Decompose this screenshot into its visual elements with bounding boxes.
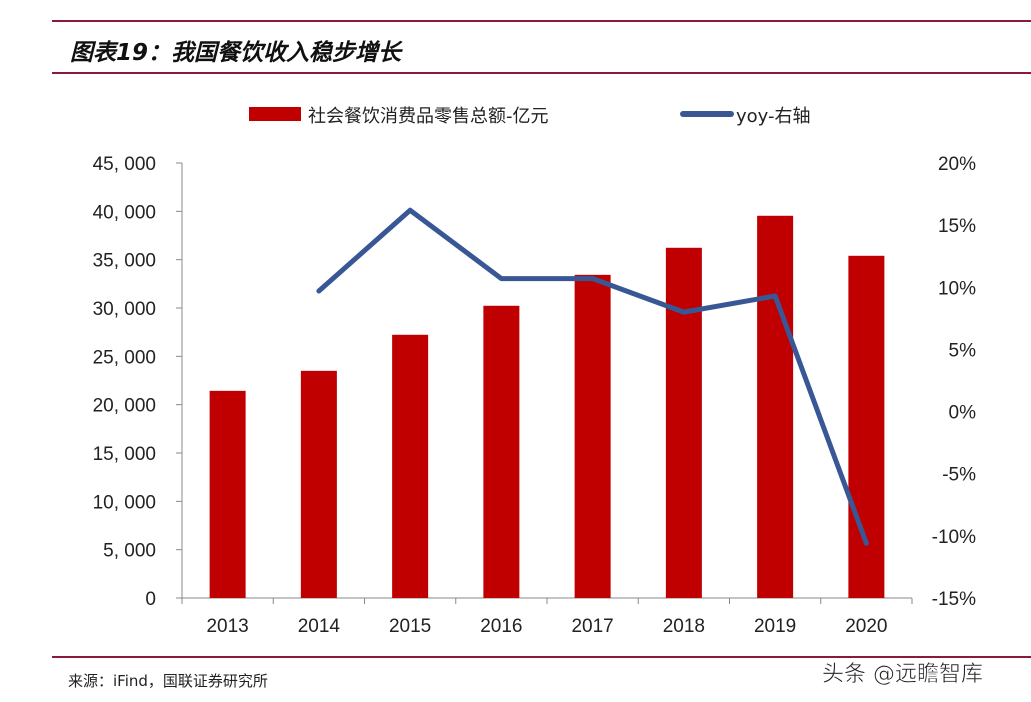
legend-bar-label: 社会餐饮消费品零售总额-亿元: [308, 106, 549, 127]
right-tick-label: -5%: [942, 465, 976, 486]
x-tick-label: 2018: [663, 616, 705, 637]
left-tick-label: 25, 000: [93, 347, 156, 368]
bar-2019: [757, 215, 794, 598]
bar-2013: [209, 390, 246, 598]
bar-2015: [392, 334, 429, 598]
right-tick-label: 20%: [938, 154, 976, 175]
right-tick-label: -10%: [932, 527, 976, 548]
x-tick-label: 2014: [298, 616, 341, 637]
right-tick-label: 5%: [949, 340, 977, 361]
left-tick-label: 15, 000: [93, 444, 156, 465]
x-tick-label: 2015: [389, 616, 431, 637]
legend-line-label: yoy-右轴: [736, 106, 811, 127]
title-rule: [52, 72, 1031, 74]
left-tick-label: 30, 000: [93, 299, 156, 320]
x-tick-label: 2013: [206, 616, 248, 637]
bar-2018: [665, 247, 702, 598]
bar-2017: [574, 274, 611, 598]
top-rule: [52, 20, 1031, 22]
left-tick-label: 45, 000: [93, 154, 156, 175]
left-tick-label: 10, 000: [93, 492, 156, 513]
bar-2014: [300, 370, 337, 598]
bar-2020: [848, 255, 885, 599]
right-tick-label: 0%: [949, 403, 977, 424]
left-tick-label: 5, 000: [103, 541, 156, 562]
x-tick-label: 2017: [571, 616, 613, 637]
left-tick-label: 35, 000: [93, 251, 156, 272]
right-tick-label: 15%: [938, 216, 976, 237]
right-tick-label: 10%: [938, 278, 976, 299]
chart-title: 图表19：我国餐饮收入稳步增长: [70, 40, 402, 66]
left-tick-label: 0: [145, 589, 156, 610]
bar-2016: [483, 305, 520, 598]
left-tick-label: 40, 000: [93, 202, 156, 223]
x-tick-label: 2019: [754, 616, 796, 637]
right-tick-label: -15%: [932, 589, 976, 610]
footer-rule: [52, 656, 1031, 658]
x-tick-label: 2020: [845, 616, 887, 637]
source-note: 来源：iFind，国联证券研究所: [68, 672, 268, 690]
left-tick-label: 20, 000: [93, 396, 156, 417]
watermark: 头条 @远瞻智库: [822, 662, 984, 688]
legend-bar-swatch: [249, 107, 301, 121]
x-tick-label: 2016: [480, 616, 522, 637]
